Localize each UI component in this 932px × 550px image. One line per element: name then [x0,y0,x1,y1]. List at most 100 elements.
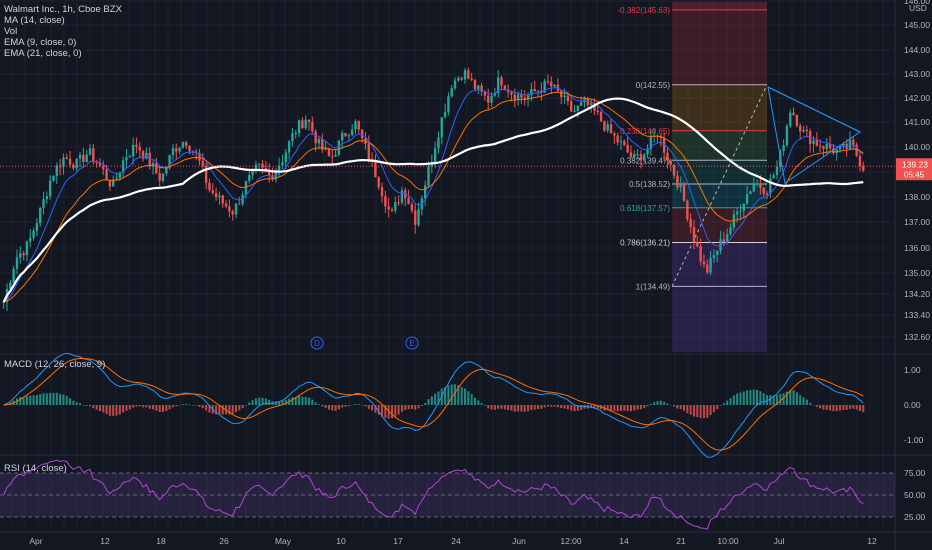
macd-histogram-bar [381,405,384,417]
candle-body [722,239,726,243]
macd-histogram-bar [284,399,287,405]
candle-body [795,114,799,126]
candle-body [672,164,676,176]
price-tick-label: 137.00 [904,217,930,227]
macd-histogram-bar [118,405,121,415]
candle-body [483,91,487,96]
candle-body [589,103,593,106]
candle-body [347,135,351,137]
macd-histogram-bar [371,405,374,411]
fib-level-label: 0.382(139.47) [620,156,670,165]
candle-body [540,90,543,93]
macd-histogram-bar [477,400,480,405]
time-tick-label: Jul [774,536,785,546]
macd-histogram-bar [450,384,453,405]
macd-histogram-bar [331,405,334,411]
candle-body [108,179,112,187]
macd-histogram-bar [775,395,778,405]
candle-body [643,154,646,161]
ema21-line [3,91,864,303]
candle-body [404,190,407,199]
macd-histogram-bar [785,391,788,405]
macd-histogram-bar [593,405,596,409]
macd-histogram-bar [407,405,410,410]
candle-body [709,258,712,273]
candle-body [390,209,394,211]
macd-histogram-bar [855,405,858,410]
candle-body [828,144,832,149]
macd-histogram-bar [142,405,145,408]
price-tick-label: 133.40 [904,310,930,320]
candle-body [344,132,347,137]
macd-histogram-bar [643,405,646,409]
candle-body [526,95,530,100]
candle-body [52,175,55,181]
candle-body [858,155,862,167]
candle-body [500,77,503,86]
candle-body [423,185,427,199]
candle-body [62,157,65,168]
candle-body [633,154,636,158]
candle-body [669,160,672,165]
candle-body [115,178,118,180]
candle-body [178,147,181,152]
macd-histogram-bar [716,405,719,410]
macd-histogram-bar [523,405,526,412]
macd-histogram-bar [82,405,85,406]
candle-body [228,206,231,212]
candle-body [457,77,460,81]
candle-body [769,178,772,194]
candle-body [646,148,649,155]
macd-histogram-bar [782,393,785,405]
macd-histogram-bar [858,405,861,411]
macd-histogram-bar [749,389,752,405]
macd-histogram-bar [304,396,307,405]
candle-body [231,211,234,215]
price-tick-label: 143.00 [904,69,930,79]
candle-body [616,135,619,143]
macd-histogram-bar [507,405,510,411]
macd-histogram-bar [633,405,636,411]
time-tick-label: 14 [619,536,629,546]
ema9-legend: EMA (9, close, 0) [4,37,77,48]
price-tick-label: 141.00 [904,117,930,127]
candle-body [42,199,45,208]
candle-body [782,145,785,152]
candle-body [314,131,317,144]
fib-zone [672,130,767,161]
macd-histogram-bar [221,405,224,415]
candle-body [649,136,653,149]
candle-body [165,167,168,174]
time-tick-label: 21 [676,536,686,546]
macd-histogram-bar [125,405,128,411]
candle-body [789,112,792,126]
macd-histogram-bar [712,405,715,413]
macd-histogram-bar [463,388,467,405]
macd-histogram-bar [39,394,42,405]
candle-body [477,85,480,90]
macd-histogram-bar [88,405,92,407]
candle-body [394,202,397,211]
macd-histogram-bar [390,405,394,419]
candle-body [755,183,759,185]
macd-histogram-bar [308,397,311,405]
macd-histogram-bar [377,405,380,415]
candle-body [105,169,108,180]
candle-body [832,148,835,154]
candle-body [752,184,755,192]
macd-histogram-bar [550,405,553,407]
candle-body [410,204,414,211]
candle-body [287,141,291,153]
macd-histogram-bar [258,397,261,405]
macd-histogram-bar [254,398,257,405]
candle-body [68,158,72,165]
macd-histogram-bar [321,405,324,407]
time-tick-label: Jun [512,536,526,546]
candle-body [506,89,510,93]
macd-histogram-bar [367,405,370,409]
candle-body [662,138,666,153]
candle-body [543,81,546,93]
macd-histogram-bar [2,405,5,406]
candle-body [19,253,22,258]
